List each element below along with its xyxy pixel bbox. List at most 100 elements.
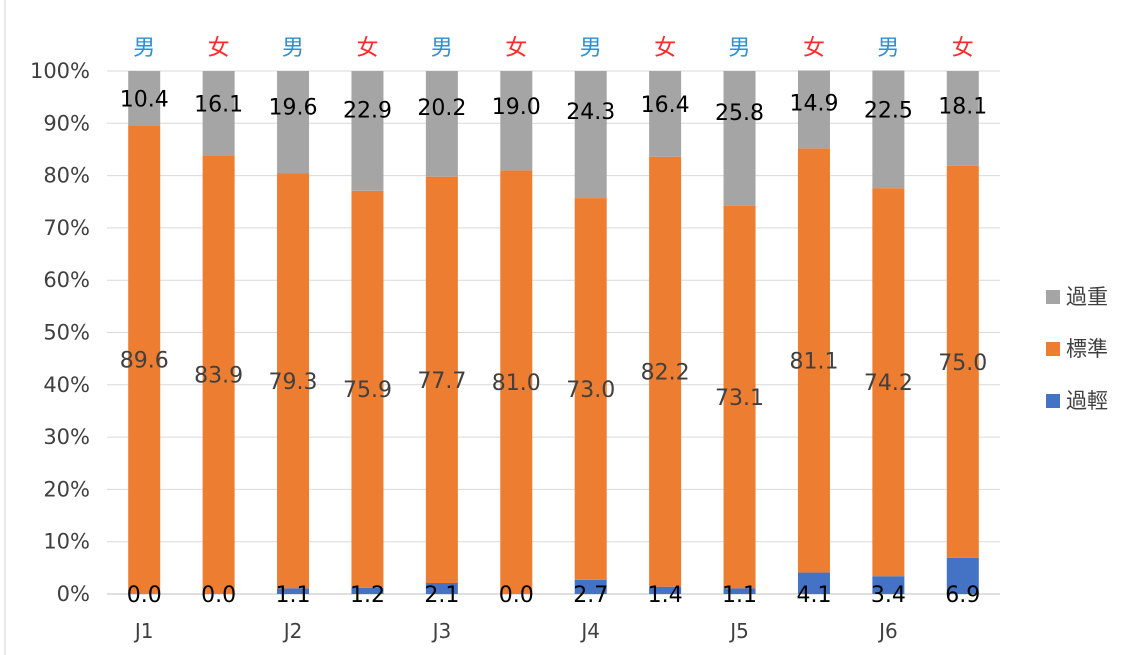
bar-過輕-4	[351, 587, 384, 594]
bar-過重-7	[574, 71, 607, 199]
data-label: 22.5	[864, 98, 913, 123]
data-label: 81.1	[789, 349, 838, 374]
y-tick-label: 50%	[43, 321, 90, 345]
bar-標準-8	[649, 156, 682, 587]
y-tick-label: 30%	[43, 425, 90, 449]
bar-標準-4	[351, 190, 384, 588]
gender-label: 男	[431, 36, 453, 61]
data-label: 2.7	[573, 583, 608, 608]
x-tick-label: J3	[431, 619, 452, 643]
bar-標準-2	[202, 155, 235, 594]
x-tick-label: J5	[728, 619, 749, 643]
y-tick-label: 10%	[43, 530, 90, 554]
bar-過輕-10	[797, 572, 830, 594]
bar-標準-12	[946, 165, 979, 558]
gender-label: 女	[505, 36, 527, 61]
data-label: 75.9	[343, 378, 392, 403]
y-axis: 0% 10% 20% 30% 40% 50% 60% 70% 80% 90% 100%	[30, 59, 90, 606]
data-label: 20.2	[417, 96, 466, 121]
data-label: 73.1	[715, 386, 764, 411]
data-label: 14.9	[789, 91, 838, 116]
bar-過重-4	[351, 71, 384, 191]
bar-過重-12	[946, 71, 979, 166]
gender-label: 男	[282, 36, 304, 61]
y-tick-label: 90%	[43, 111, 90, 135]
data-label: 25.8	[715, 101, 764, 126]
data-label: 18.1	[938, 94, 987, 119]
bar-過重-8	[649, 71, 682, 157]
gender-label: 男	[580, 36, 602, 61]
bar-過重-11	[872, 70, 905, 189]
bar-標準-10	[797, 148, 830, 573]
bar-過輕-5	[425, 583, 458, 594]
data-label: 0.0	[201, 583, 236, 608]
data-label: 16.1	[194, 92, 243, 117]
data-label: 77.7	[417, 369, 466, 394]
data-label: 82.2	[641, 361, 690, 386]
data-labels: 0.0 0.0 1.1 1.2 2.1 0.0 2.7 1.4 1.1 4.1 3.4 6.9 89.6…	[120, 87, 988, 608]
bar-過輕-11	[872, 576, 905, 594]
bars	[128, 70, 979, 594]
x-axis: J1 J2 J3 J4 J5 J6	[133, 619, 898, 643]
gender-label: 男	[877, 36, 899, 61]
gridlines	[4, 0, 1000, 655]
x-tick-label: J6	[877, 619, 898, 643]
data-label: 1.2	[350, 583, 385, 608]
y-tick-label: 0%	[57, 582, 90, 606]
y-tick-label: 80%	[43, 164, 90, 188]
bar-標準-1	[128, 125, 161, 594]
legend-label: 過輕	[1066, 389, 1108, 413]
data-label: 74.2	[864, 371, 913, 396]
gender-label: 女	[654, 36, 676, 61]
data-label: 2.1	[424, 583, 459, 608]
data-label: 10.4	[120, 87, 169, 112]
data-label: 0.0	[127, 583, 162, 608]
data-label: 19.0	[492, 95, 541, 120]
y-tick-label: 70%	[43, 216, 90, 240]
bar-標準-3	[277, 173, 310, 589]
data-label: 81.0	[492, 371, 541, 396]
data-label: 24.3	[566, 100, 615, 125]
x-tick-label: J1	[133, 619, 154, 643]
bar-過重-3	[277, 71, 310, 174]
bar-標準-7	[574, 198, 607, 580]
data-label: 3.4	[871, 583, 906, 608]
x-tick-label: J2	[282, 619, 303, 643]
data-label: 79.3	[269, 370, 318, 395]
legend-swatch-過重	[1046, 290, 1060, 304]
gender-labels: 男女男女男女男女男女男女	[133, 36, 974, 61]
bar-過重-10	[797, 70, 830, 149]
legend-swatch-標準	[1046, 342, 1060, 356]
gender-label: 男	[133, 36, 155, 61]
y-tick-label: 60%	[43, 268, 90, 292]
gender-label: 男	[729, 36, 751, 61]
legend-label: 標準	[1066, 337, 1108, 361]
data-label: 89.6	[120, 349, 169, 374]
x-tick-label: J4	[579, 619, 600, 643]
data-label: 16.4	[641, 93, 690, 118]
data-label: 1.1	[276, 583, 311, 608]
y-tick-label: 40%	[43, 373, 90, 397]
data-label: 1.4	[648, 583, 683, 608]
y-tick-label: 20%	[43, 477, 90, 501]
bar-標準-5	[425, 176, 458, 584]
data-label: 4.1	[796, 583, 831, 608]
legend-label: 過重	[1066, 285, 1108, 309]
gender-label: 女	[356, 36, 378, 61]
bar-過輕-9	[723, 588, 756, 594]
data-label: 73.0	[566, 378, 615, 403]
bar-標準-11	[872, 188, 905, 577]
data-label: 83.9	[194, 364, 243, 389]
data-label: 19.6	[269, 96, 318, 121]
gender-label: 女	[208, 36, 230, 61]
bar-過重-5	[425, 71, 458, 177]
data-label: 75.0	[938, 351, 987, 376]
gender-label: 女	[952, 36, 974, 61]
bar-過重-6	[500, 71, 533, 171]
data-label: 22.9	[343, 99, 392, 124]
bar-過輕-7	[574, 579, 607, 594]
data-label: 1.1	[722, 583, 757, 608]
